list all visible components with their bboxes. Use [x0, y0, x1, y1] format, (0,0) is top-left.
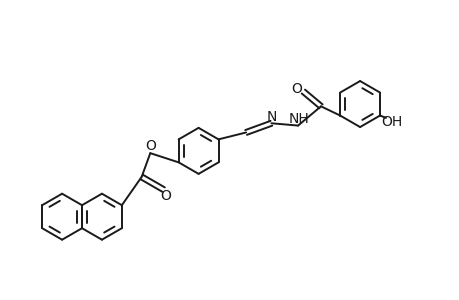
Text: N: N	[266, 110, 276, 124]
Text: O: O	[145, 139, 156, 153]
Text: O: O	[160, 189, 171, 203]
Text: NH: NH	[288, 112, 309, 126]
Text: O: O	[291, 82, 302, 96]
Text: OH: OH	[381, 115, 402, 129]
